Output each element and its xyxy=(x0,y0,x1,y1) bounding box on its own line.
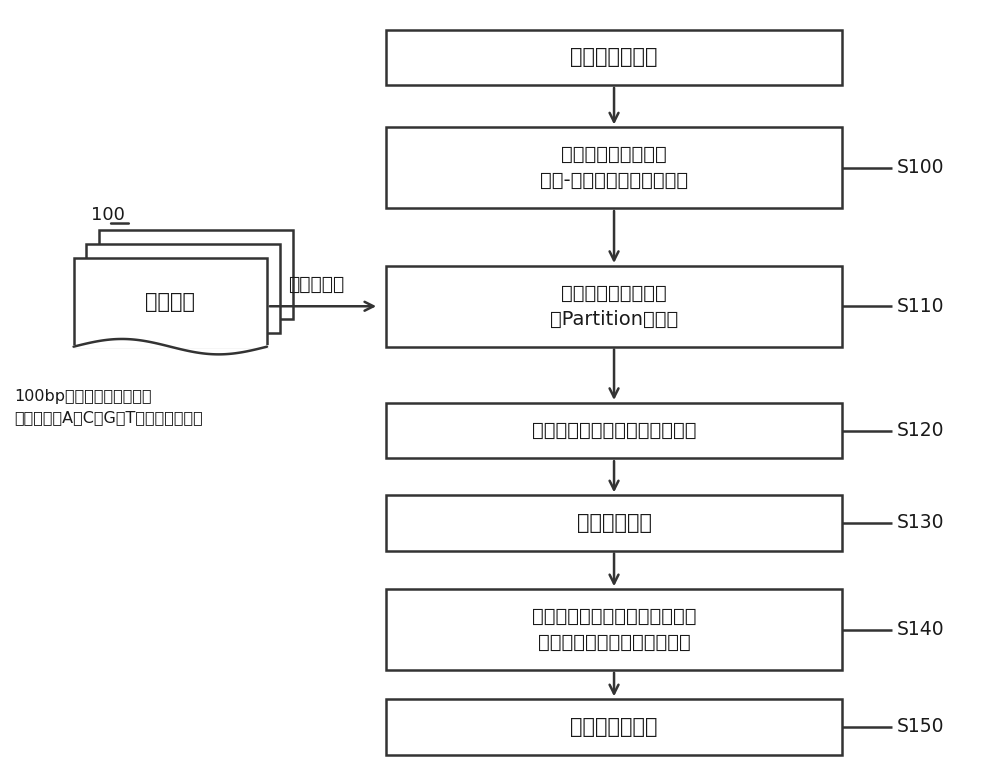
FancyBboxPatch shape xyxy=(386,30,842,85)
FancyBboxPatch shape xyxy=(386,403,842,458)
Text: S110: S110 xyxy=(897,296,944,316)
Text: 100: 100 xyxy=(91,205,125,223)
Text: S100: S100 xyxy=(897,158,944,177)
FancyBboxPatch shape xyxy=(386,589,842,670)
FancyBboxPatch shape xyxy=(386,266,842,347)
Text: 基因组参考序列: 基因组参考序列 xyxy=(570,47,658,67)
Text: 选择序列位置: 选择序列位置 xyxy=(577,513,652,533)
Text: S120: S120 xyxy=(897,421,944,440)
Text: 寻找配对的两个序列的序列对，
并进行出错检查以及位置校正: 寻找配对的两个序列的序列对， 并进行出错检查以及位置校正 xyxy=(532,607,696,652)
Text: S140: S140 xyxy=(897,620,944,639)
Text: 100bp长度以内的序列集合
（序列：由A、C、G、T构成的字符串）: 100bp长度以内的序列集合 （序列：由A、C、G、T构成的字符串） xyxy=(14,389,203,425)
FancyBboxPatch shape xyxy=(386,496,842,551)
FancyBboxPatch shape xyxy=(386,699,842,755)
FancyBboxPatch shape xyxy=(74,258,267,347)
FancyBboxPatch shape xyxy=(99,230,293,319)
Text: 制作参考序列索引：
序列-哈希值变换形成哈希表: 制作参考序列索引： 序列-哈希值变换形成哈希表 xyxy=(540,145,688,190)
FancyBboxPatch shape xyxy=(86,244,280,333)
Text: 完成基因组序列: 完成基因组序列 xyxy=(570,717,658,737)
Text: 检索候选对象：分割
（Partition）检索: 检索候选对象：分割 （Partition）检索 xyxy=(550,284,678,328)
Text: S130: S130 xyxy=(897,513,944,532)
Text: 针对各序列: 针对各序列 xyxy=(288,275,345,294)
Text: 将序列排列之后测定序列相似度: 将序列排列之后测定序列相似度 xyxy=(532,421,696,440)
FancyBboxPatch shape xyxy=(386,128,842,209)
Text: 序列数据: 序列数据 xyxy=(145,293,195,313)
Text: S150: S150 xyxy=(897,717,944,737)
